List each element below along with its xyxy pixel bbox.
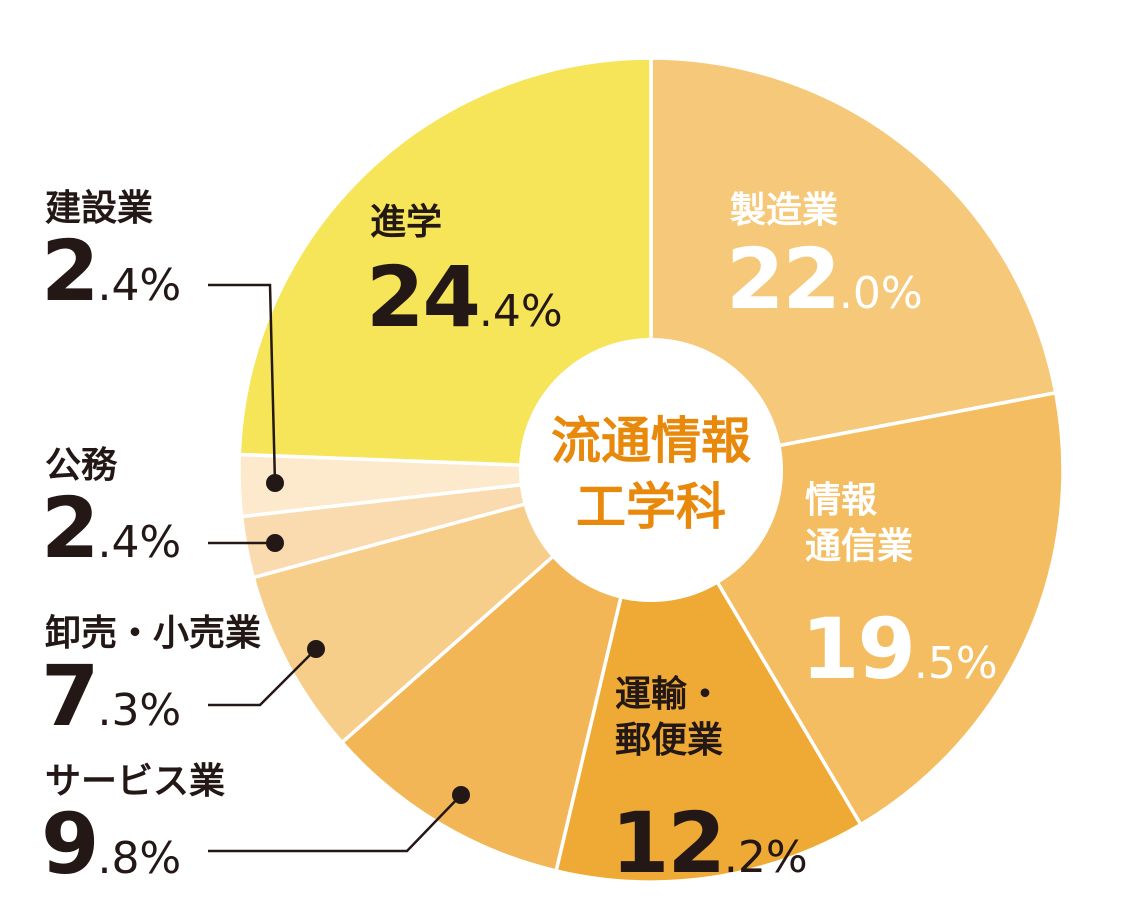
slice-label-group: 公務2.4% (41, 445, 284, 577)
slice-value-label: 12.2% (611, 794, 808, 892)
leader-line (208, 283, 277, 484)
slice-value-decimal: .8% (97, 833, 181, 884)
slice-value-decimal: .4% (97, 260, 181, 311)
slice-value-label: 22.0% (726, 230, 923, 328)
slice-value-integer: 22 (726, 230, 839, 328)
center-label-line: 工学科 (576, 478, 726, 536)
slice-label-group: 進学 24.4% (366, 201, 563, 346)
pie-slice (649, 56, 1058, 473)
leader-line (208, 648, 317, 707)
leader-line (208, 794, 462, 853)
slice-value-decimal: .2% (724, 832, 808, 883)
slice-value-decimal: .4% (97, 517, 181, 568)
center-label: 流通情報工学科 (551, 412, 751, 536)
pie-slice (237, 56, 653, 472)
slice-category-label: 情報 (805, 480, 877, 521)
leader-dot (266, 534, 284, 552)
leader-dot (452, 786, 470, 804)
slice-value-label: 24.4% (366, 248, 563, 346)
slice-value-label: 7.3% (41, 647, 181, 745)
slice-category-label: 公務 (45, 445, 118, 486)
slice-label-group: 運輸・郵便業 12.2% (611, 674, 808, 892)
slice-value-integer: 2 (41, 479, 97, 577)
slice-labels: 製造業22.0%情報通信業19.5%運輸・郵便業12.2%サービス業9.8%卸売… (41, 188, 998, 893)
slice-category-label: サービス業 (45, 761, 225, 802)
slice-category-label: 運輸・ (615, 674, 723, 715)
slice-category-label: 郵便業 (615, 720, 723, 761)
leader-dot (307, 640, 325, 658)
pie-center-hole (519, 338, 783, 602)
slice-value-integer: 19 (801, 600, 914, 698)
slice-value-decimal: .5% (914, 638, 998, 689)
slice-category-label: 卸売・小売業 (45, 613, 261, 654)
slice-value-integer: 12 (611, 794, 724, 892)
center-label-line: 流通情報 (551, 412, 751, 470)
slice-value-integer: 9 (41, 795, 97, 893)
slice-value-integer: 24 (366, 248, 479, 346)
slice-value-decimal: .4% (479, 286, 563, 337)
slice-value-integer: 7 (41, 647, 97, 745)
slice-category-label: 進学 (370, 201, 442, 243)
slice-value-label: 19.5% (801, 600, 998, 698)
slice-value-decimal: .3% (97, 685, 181, 736)
slice-value-decimal: .0% (839, 268, 923, 319)
slice-category-label: 通信業 (805, 526, 913, 567)
slice-value-label: 2.4% (41, 222, 181, 320)
slice-value-label: 2.4% (41, 479, 181, 577)
slice-category-label: 建設業 (45, 188, 153, 229)
slice-category-label: 製造業 (730, 190, 838, 231)
slice-value-integer: 2 (41, 222, 97, 320)
slice-value-label: 9.8% (41, 795, 181, 893)
leader-dot (266, 474, 284, 492)
